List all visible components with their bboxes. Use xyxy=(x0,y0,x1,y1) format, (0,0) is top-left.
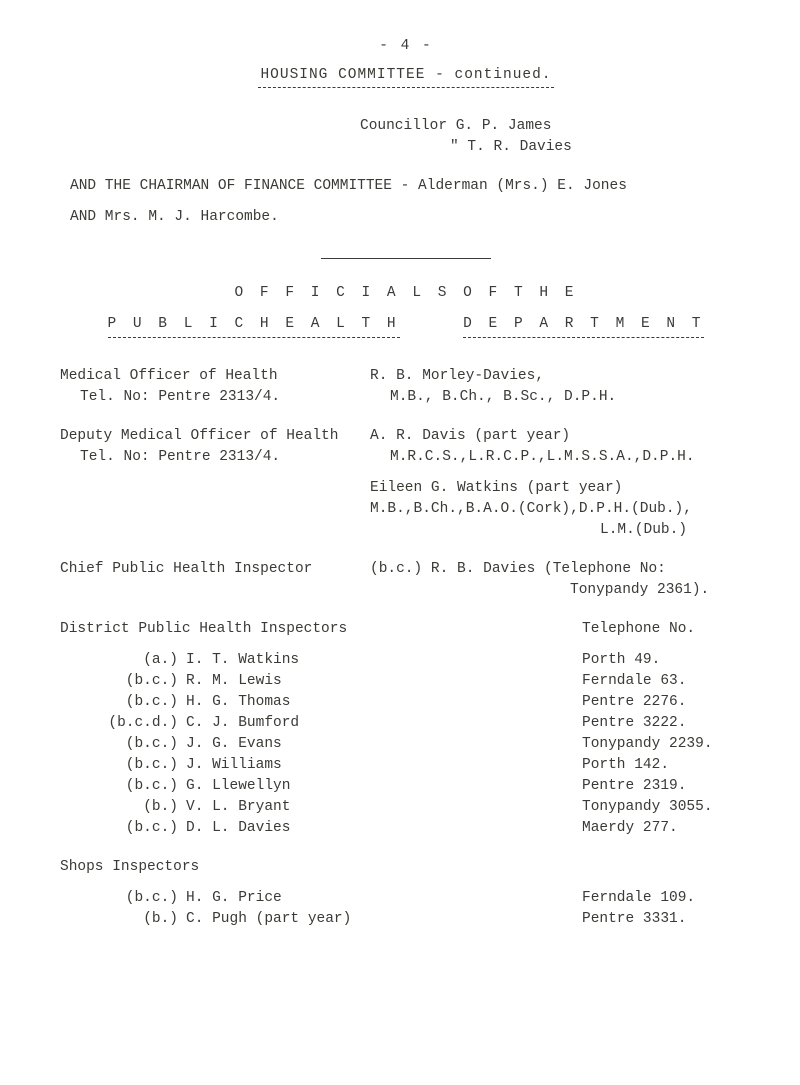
inspector-name: C. Pugh (part year) xyxy=(186,909,582,930)
dmoh-qual-2b: L.M.(Dub.) xyxy=(370,520,752,541)
inspector-tel: Pentre 3331. xyxy=(582,909,752,930)
dmoh-tel: Tel. No: Pentre 2313/4. xyxy=(60,447,370,468)
inspector-code: (a.) xyxy=(100,650,186,671)
inspector-code: (b.c.) xyxy=(100,888,186,909)
moh-title: Medical Officer of Health xyxy=(60,366,370,387)
inspector-name: H. G. Thomas xyxy=(186,692,582,713)
inspector-code: (b.c.) xyxy=(100,776,186,797)
chairman-line: AND THE CHAIRMAN OF FINANCE COMMITTEE - … xyxy=(60,176,752,197)
councillor-line-1: Councillor G. P. James xyxy=(60,116,752,137)
inspector-name: R. M. Lewis xyxy=(186,671,582,692)
inspector-name: I. T. Watkins xyxy=(186,650,582,671)
chief-phi-block: Chief Public Health Inspector (b.c.) R. … xyxy=(60,559,752,601)
inspector-code: (b.c.d.) xyxy=(100,713,186,734)
inspectors-header-right: Telephone No. xyxy=(582,619,752,640)
inspectors-header: District Public Health Inspectors Teleph… xyxy=(60,619,752,640)
list-item: (b.c.)R. M. LewisFerndale 63. xyxy=(100,671,752,692)
inspector-code: (b.c.) xyxy=(100,734,186,755)
list-item: (b.c.)H. G. ThomasPentre 2276. xyxy=(100,692,752,713)
public-health-left: P U B L I C H E A L T H xyxy=(108,314,400,338)
list-item: (b.c.d.)C. J. BumfordPentre 3222. xyxy=(100,713,752,734)
dmoh-name-1: A. R. Davis (part year) xyxy=(370,426,752,447)
inspector-name: J. G. Evans xyxy=(186,734,582,755)
list-item: (b.c.)H. G. PriceFerndale 109. xyxy=(100,888,752,909)
inspector-tel: Maerdy 277. xyxy=(582,818,752,839)
title-line: HOUSING COMMITTEE - continued. xyxy=(258,65,553,88)
list-item: (b.)C. Pugh (part year)Pentre 3331. xyxy=(100,909,752,930)
dmoh-name-2: Eileen G. Watkins (part year) xyxy=(370,478,752,499)
inspectors-header-left: District Public Health Inspectors xyxy=(60,619,582,640)
deputy-moh-block: Deputy Medical Officer of Health Tel. No… xyxy=(60,426,752,541)
inspector-tel: Porth 49. xyxy=(582,650,752,671)
inspector-code: (b.c.) xyxy=(100,671,186,692)
medical-officer-block: Medical Officer of Health Tel. No: Pentr… xyxy=(60,366,752,408)
inspector-tel: Ferndale 63. xyxy=(582,671,752,692)
inspector-name: J. Williams xyxy=(186,755,582,776)
cphi-line-2: Tonypandy 2361). xyxy=(370,580,752,601)
inspectors-list: (a.)I. T. WatkinsPorth 49.(b.c.)R. M. Le… xyxy=(60,650,752,839)
inspector-tel: Ferndale 109. xyxy=(582,888,752,909)
inspector-code: (b.c.) xyxy=(100,818,186,839)
cphi-line-1: (b.c.) R. B. Davies (Telephone No: xyxy=(370,559,752,580)
list-item: (a.)I. T. WatkinsPorth 49. xyxy=(100,650,752,671)
inspector-code: (b.) xyxy=(100,909,186,930)
inspector-tel: Tonypandy 3055. xyxy=(582,797,752,818)
public-health-department: P U B L I C H E A L T H D E P A R T M E … xyxy=(60,314,752,338)
inspector-name: H. G. Price xyxy=(186,888,582,909)
list-item: (b.)V. L. BryantTonypandy 3055. xyxy=(100,797,752,818)
councillor-line-2: " T. R. Davies xyxy=(60,137,752,158)
inspector-tel: Pentre 2276. xyxy=(582,692,752,713)
mrs-harcombe-line: AND Mrs. M. J. Harcombe. xyxy=(60,207,752,228)
shops-list: (b.c.)H. G. PriceFerndale 109.(b.)C. Pug… xyxy=(60,888,752,930)
councillor-name-2: T. R. Davies xyxy=(459,139,572,155)
inspector-tel: Pentre 2319. xyxy=(582,776,752,797)
inspector-tel: Pentre 3222. xyxy=(582,713,752,734)
inspector-name: C. J. Bumford xyxy=(186,713,582,734)
dmoh-qual-1: M.R.C.S.,L.R.C.P.,L.M.S.S.A.,D.P.H. xyxy=(370,447,752,468)
inspector-name: D. L. Davies xyxy=(186,818,582,839)
inspector-name: V. L. Bryant xyxy=(186,797,582,818)
inspector-name: G. Llewellyn xyxy=(186,776,582,797)
moh-tel: Tel. No: Pentre 2313/4. xyxy=(60,387,370,408)
public-health-right: D E P A R T M E N T xyxy=(463,314,704,338)
dmoh-title: Deputy Medical Officer of Health xyxy=(60,426,370,447)
moh-qual: M.B., B.Ch., B.Sc., D.P.H. xyxy=(370,387,752,408)
divider xyxy=(321,258,491,259)
inspector-code: (b.) xyxy=(100,797,186,818)
inspector-tel: Tonypandy 2239. xyxy=(582,734,752,755)
list-item: (b.c.)J. WilliamsPorth 142. xyxy=(100,755,752,776)
cphi-title: Chief Public Health Inspector xyxy=(60,559,370,580)
inspector-code: (b.c.) xyxy=(100,692,186,713)
list-item: (b.c.)J. G. EvansTonypandy 2239. xyxy=(100,734,752,755)
page-number: - 4 - xyxy=(60,36,752,57)
inspector-tel: Porth 142. xyxy=(582,755,752,776)
list-item: (b.c.)G. LlewellynPentre 2319. xyxy=(100,776,752,797)
inspector-code: (b.c.) xyxy=(100,755,186,776)
ditto-mark: " xyxy=(360,139,459,155)
officials-of-the: O F F I C I A L S O F T H E xyxy=(60,283,752,304)
dmoh-qual-2a: M.B.,B.Ch.,B.A.O.(Cork),D.P.H.(Dub.), xyxy=(370,499,752,520)
list-item: (b.c.)D. L. DaviesMaerdy 277. xyxy=(100,818,752,839)
moh-name: R. B. Morley-Davies, xyxy=(370,366,752,387)
shops-inspectors-heading: Shops Inspectors xyxy=(60,857,752,878)
